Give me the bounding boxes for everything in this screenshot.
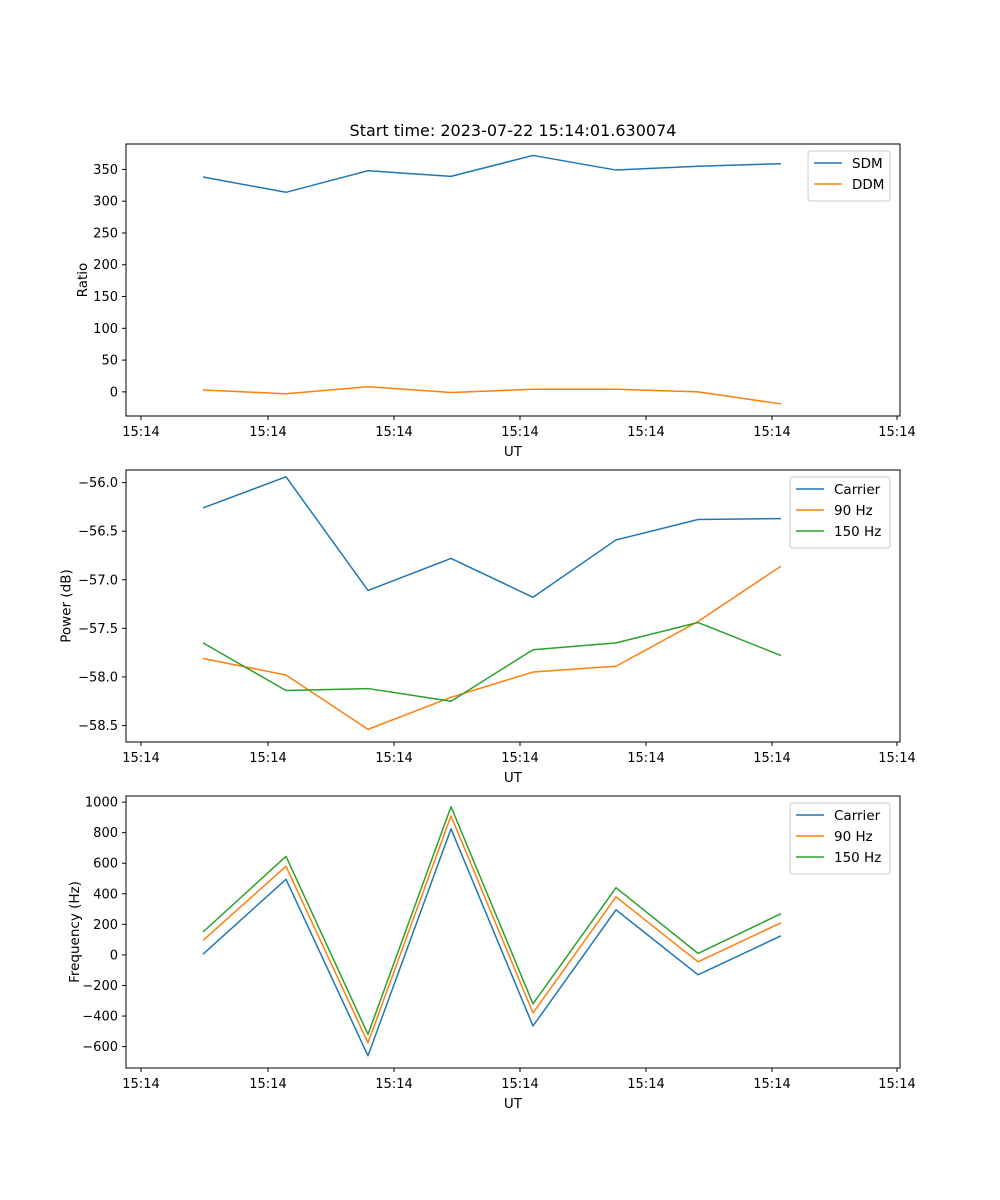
y-tick-label: 600 xyxy=(93,857,118,872)
x-tick-label: 15:14 xyxy=(627,751,664,766)
legend-label-ddm: DDM xyxy=(852,177,884,193)
y-tick-label: 200 xyxy=(93,918,118,933)
y-tick-label: −57.5 xyxy=(78,622,118,637)
frequency-panel: 15:14 15:14 15:14 15:14 15:14 15:14 15:14 UT 100… xyxy=(67,795,916,1112)
x-tick-label: 15:14 xyxy=(501,751,538,766)
x-tick-label: 15:14 xyxy=(878,425,915,440)
y-tick-label: −400 xyxy=(82,1010,118,1025)
series-line-carrier xyxy=(202,828,782,1057)
y-tick-label: 150 xyxy=(93,290,118,305)
series-line-sdm xyxy=(202,154,782,194)
x-tick-label: 15:14 xyxy=(878,1077,915,1092)
y-axis-label: Ratio xyxy=(75,263,91,298)
legend-label-90-hz: 90 Hz xyxy=(834,829,873,845)
x-tick-label: 15:14 xyxy=(753,425,790,440)
y-tick-label: 400 xyxy=(93,887,118,902)
series-line-90-hz xyxy=(202,815,782,1044)
x-axis-label: UT xyxy=(504,1096,523,1112)
x-tick-label: 15:14 xyxy=(122,1077,159,1092)
x-tick-label: 15:14 xyxy=(249,425,286,440)
x-tick-label: 15:14 xyxy=(249,1077,286,1092)
y-tick-label: 1000 xyxy=(85,796,118,811)
y-tick-label: 0 xyxy=(110,385,118,400)
series-line-90-hz xyxy=(202,565,782,731)
y-tick-label: −56.0 xyxy=(78,476,118,491)
legend-label-carrier: Carrier xyxy=(834,482,881,498)
series-line-ddm xyxy=(202,386,782,405)
y-tick-label: −58.0 xyxy=(78,670,118,685)
power-panel: 15:14 15:14 15:14 15:14 15:14 15:14 15:14 UT −56… xyxy=(59,469,916,786)
y-tick-label: −56.5 xyxy=(78,525,118,540)
y-tick-label: −57.0 xyxy=(78,573,118,588)
x-tick-label: 15:14 xyxy=(627,1077,664,1092)
y-tick-label: 250 xyxy=(93,226,118,241)
x-tick-label: 15:14 xyxy=(753,751,790,766)
series-line-150-hz xyxy=(202,805,782,1036)
y-axis-label: Frequency (Hz) xyxy=(67,881,83,983)
legend-label-90-hz: 90 Hz xyxy=(834,503,873,519)
axes-frame xyxy=(125,469,901,743)
ratio-panel: 15:14 15:14 15:14 15:14 15:14 15:14 15:14 UT 0 50… xyxy=(75,143,916,460)
x-tick-label: 15:14 xyxy=(375,751,412,766)
y-tick-label: −58.5 xyxy=(78,719,118,734)
axes-frame xyxy=(125,795,901,1069)
x-tick-label: 15:14 xyxy=(122,425,159,440)
y-axis-label: Power (dB) xyxy=(59,569,75,642)
y-tick-label: 0 xyxy=(110,948,118,963)
y-tick-label: −600 xyxy=(82,1040,118,1055)
x-tick-label: 15:14 xyxy=(249,751,286,766)
x-axis-label: UT xyxy=(504,770,523,786)
x-tick-label: 15:14 xyxy=(501,425,538,440)
x-tick-label: 15:14 xyxy=(753,1077,790,1092)
y-tick-label: −200 xyxy=(82,979,118,994)
figure-title: Start time: 2023-07-22 15:14:01.630074 xyxy=(350,121,677,140)
x-tick-label: 15:14 xyxy=(501,1077,538,1092)
y-tick-label: 350 xyxy=(93,163,118,178)
y-tick-label: 200 xyxy=(93,258,118,273)
axes-frame xyxy=(125,143,901,417)
series-line-carrier xyxy=(202,476,782,599)
y-tick-label: 100 xyxy=(93,322,118,337)
legend-label-150-hz: 150 Hz xyxy=(834,850,881,866)
x-tick-label: 15:14 xyxy=(122,751,159,766)
x-tick-label: 15:14 xyxy=(375,1077,412,1092)
legend-label-carrier: Carrier xyxy=(834,808,881,824)
x-tick-label: 15:14 xyxy=(878,751,915,766)
legend-label-sdm: SDM xyxy=(852,156,883,172)
legend-label-150-hz: 150 Hz xyxy=(834,524,881,540)
x-axis-label: UT xyxy=(504,444,523,460)
x-tick-label: 15:14 xyxy=(375,425,412,440)
series-line-150-hz xyxy=(202,621,782,702)
y-tick-label: 300 xyxy=(93,195,118,210)
y-tick-label: 800 xyxy=(93,826,118,841)
x-tick-label: 15:14 xyxy=(627,425,664,440)
y-tick-label: 50 xyxy=(101,354,118,369)
